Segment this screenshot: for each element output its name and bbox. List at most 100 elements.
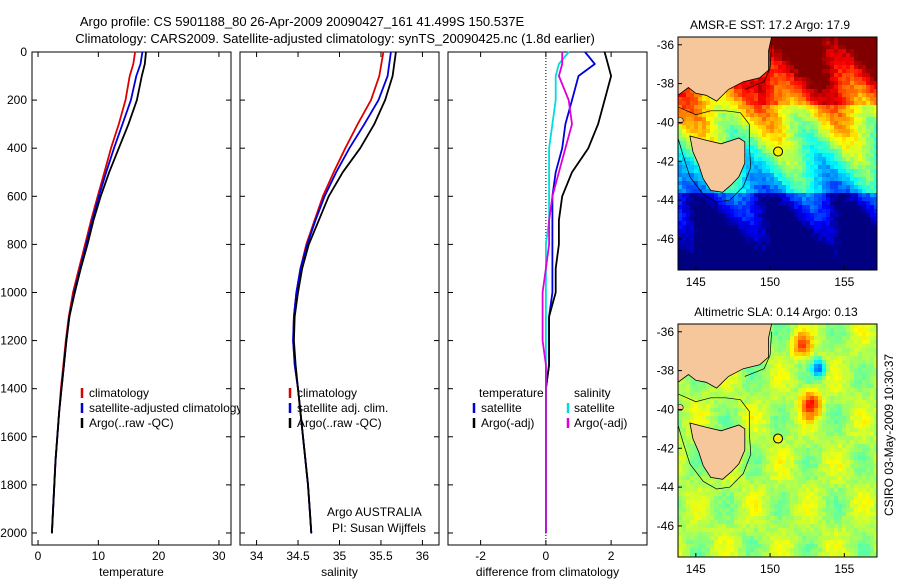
sst-cell (846, 61, 851, 66)
sla-cell (734, 532, 739, 537)
sla-cell (702, 528, 707, 533)
sst-cell (826, 261, 831, 266)
sst-cell (802, 121, 807, 126)
sst-cell (758, 133, 763, 138)
sst-cell (754, 89, 759, 94)
sst-cell (858, 213, 863, 218)
sla-cell (766, 388, 771, 393)
sst-cell (802, 165, 807, 170)
sst-cell (770, 149, 775, 154)
sst-cell (790, 97, 795, 102)
sla-cell (698, 464, 703, 469)
sla-cell (782, 456, 787, 461)
sst-cell (830, 197, 835, 202)
sst-cell (714, 261, 719, 266)
sst-cell (782, 65, 787, 70)
sst-cell (762, 149, 767, 154)
sst-cell (802, 113, 807, 118)
sst-cell (690, 113, 695, 118)
sst-cell (742, 177, 747, 182)
sst-cell (870, 249, 875, 254)
sst-cell (686, 105, 691, 110)
sst-cell (790, 57, 795, 62)
sst-cell (834, 185, 839, 190)
sla-cell (762, 448, 767, 453)
sla-cell (742, 368, 747, 373)
sst-cell (778, 205, 783, 210)
sla-cell (770, 396, 775, 401)
sst-cell (858, 77, 863, 82)
sst-cell (806, 65, 811, 70)
sst-cell (730, 201, 735, 206)
sst-cell (690, 257, 695, 262)
sla-cell (782, 356, 787, 361)
sst-cell (766, 249, 771, 254)
sst-cell (814, 165, 819, 170)
sst-cell (858, 161, 863, 166)
sla-cell (718, 404, 723, 409)
sst-cell (866, 249, 871, 254)
sst-cell (722, 205, 727, 210)
sst-cell (842, 181, 847, 186)
sst-cell (766, 157, 771, 162)
sst-cell (794, 229, 799, 234)
sst-cell (734, 197, 739, 202)
sla-cell (722, 500, 727, 505)
sla-cell (698, 488, 703, 493)
sst-cell (870, 201, 875, 206)
sst-cell (866, 241, 871, 246)
sst-cell (854, 221, 859, 226)
sst-cell (834, 193, 839, 198)
sla-cell (786, 464, 791, 469)
sla-cell (754, 516, 759, 521)
sla-cell (766, 500, 771, 505)
sst-cell (794, 97, 799, 102)
sst-cell (790, 165, 795, 170)
sst-cell (770, 81, 775, 86)
temperature-point (63, 364, 65, 366)
temperature-point (130, 99, 132, 101)
sla-cell (766, 372, 771, 377)
sla-cell (702, 524, 707, 529)
sst-cell (850, 209, 855, 214)
sst-cell (870, 213, 875, 218)
sst-cell (814, 177, 819, 182)
sla-cell (722, 420, 727, 425)
sst-cell (850, 185, 855, 190)
sst-cell (818, 229, 823, 234)
sla-cell (774, 508, 779, 513)
sst-cell (706, 121, 711, 126)
sst-cell (786, 117, 791, 122)
temperature-point (105, 171, 107, 173)
difference-point (561, 195, 563, 197)
sst-cell (770, 193, 775, 198)
sst-cell (786, 253, 791, 258)
sla-cell (730, 404, 735, 409)
sla-cell (786, 432, 791, 437)
sla-cell (702, 552, 707, 557)
sla-cell (702, 532, 707, 537)
sst-cell (782, 49, 787, 54)
sst-cell (730, 101, 735, 106)
sla-cell (706, 420, 711, 425)
sst-cell (810, 117, 815, 122)
sla-cell (766, 360, 771, 365)
sst-cell (854, 217, 859, 222)
sst-cell (758, 237, 763, 242)
sst-cell (782, 41, 787, 46)
sla-cell (766, 552, 771, 557)
sst-cell (770, 121, 775, 126)
sst-cell (830, 205, 835, 210)
sst-cell (690, 177, 695, 182)
sla-cell (694, 504, 699, 509)
sla-cell (778, 460, 783, 465)
temperature-point (134, 51, 136, 53)
sst-cell (838, 181, 843, 186)
sst-cell (842, 177, 847, 182)
sla-cell (690, 444, 695, 449)
sst-cell (818, 125, 823, 130)
sst-cell (782, 241, 787, 246)
sst-cell (826, 53, 831, 58)
sst-cell (838, 201, 843, 206)
sst-cell (838, 37, 843, 42)
